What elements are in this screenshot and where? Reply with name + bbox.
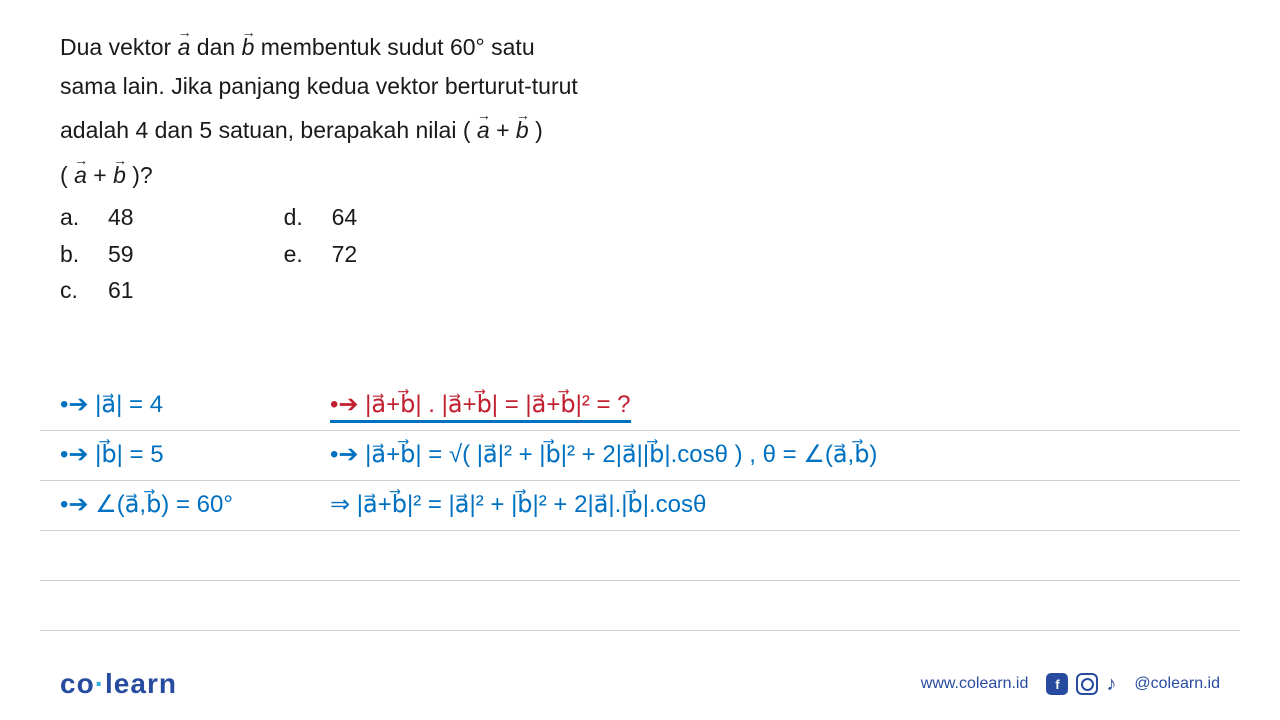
options-right: d. 64 e. 72 bbox=[284, 200, 358, 308]
opt-value: 64 bbox=[332, 200, 358, 235]
footer-url: www.colearn.id bbox=[921, 675, 1029, 693]
work-line-3: ⇒ |a⃗+b⃗|² = |a⃗|² + |b⃗|² + 2|a⃗|.|b⃗|.… bbox=[330, 490, 706, 519]
rule-line bbox=[40, 530, 1240, 531]
rule-line bbox=[40, 430, 1240, 431]
opt-letter: d. bbox=[284, 200, 308, 235]
question-line-2: sama lain. Jika panjang kedua vektor ber… bbox=[60, 69, 1220, 104]
given-a: •➔ |a⃗| = 4 bbox=[60, 390, 163, 419]
footer: co·learn www.colearn.id f ♪ @colearn.id bbox=[0, 668, 1280, 700]
vector-b: b bbox=[113, 158, 126, 193]
option-c: c. 61 bbox=[60, 273, 134, 308]
opt-value: 72 bbox=[332, 237, 358, 272]
text: + bbox=[496, 117, 516, 143]
question-line-4: ( a + b )? bbox=[60, 158, 1220, 193]
logo-learn: learn bbox=[105, 668, 177, 699]
opt-letter: b. bbox=[60, 237, 84, 272]
question-line-1: Dua vektor a dan b membentuk sudut 60° s… bbox=[60, 30, 1220, 65]
text: + bbox=[93, 162, 113, 188]
question-line-3: adalah 4 dan 5 satuan, berapakah nilai (… bbox=[60, 113, 1220, 148]
text: dan bbox=[197, 34, 242, 60]
rule-line bbox=[40, 630, 1240, 631]
footer-handle: @colearn.id bbox=[1134, 675, 1220, 693]
options-left: a. 48 b. 59 c. 61 bbox=[60, 200, 134, 308]
given-b: •➔ |b⃗| = 5 bbox=[60, 440, 164, 469]
vector-b: b bbox=[516, 113, 529, 148]
vector-b: b bbox=[242, 30, 255, 65]
opt-letter: c. bbox=[60, 273, 84, 308]
logo-dot: · bbox=[95, 668, 105, 699]
option-b: b. 59 bbox=[60, 237, 134, 272]
given-angle: •➔ ∠(a⃗,b⃗) = 60° bbox=[60, 490, 233, 519]
work-line-1: •➔ |a⃗+b⃗| . |a⃗+b⃗| = |a⃗+b⃗|² = ? bbox=[330, 390, 631, 419]
instagram-icon bbox=[1076, 673, 1098, 695]
logo-co: co bbox=[60, 668, 95, 699]
vector-a: a bbox=[74, 158, 87, 193]
text: ) bbox=[535, 117, 543, 143]
work-text: •➔ |a⃗+b⃗| . |a⃗+b⃗| = |a⃗+b⃗|² = ? bbox=[330, 391, 631, 423]
text: )? bbox=[132, 162, 152, 188]
option-a: a. 48 bbox=[60, 200, 134, 235]
opt-value: 61 bbox=[108, 273, 134, 308]
facebook-icon: f bbox=[1046, 673, 1068, 695]
text: ( bbox=[60, 162, 74, 188]
opt-letter: e. bbox=[284, 237, 308, 272]
text: membentuk sudut 60° satu bbox=[261, 34, 535, 60]
handwriting-block: •➔ |a⃗| = 4 •➔ |b⃗| = 5 •➔ ∠(a⃗,b⃗) = 60… bbox=[0, 380, 1280, 640]
vector-a: a bbox=[477, 113, 490, 148]
rule-line bbox=[40, 580, 1240, 581]
vector-a: a bbox=[178, 30, 191, 65]
tiktok-icon: ♪ bbox=[1106, 673, 1116, 696]
work-line-2: •➔ |a⃗+b⃗| = √( |a⃗|² + |b⃗|² + 2|a⃗||b⃗… bbox=[330, 440, 877, 469]
footer-right: www.colearn.id f ♪ @colearn.id bbox=[921, 673, 1220, 696]
options-grid: a. 48 b. 59 c. 61 d. 64 e. 72 bbox=[60, 200, 1220, 308]
option-d: d. 64 bbox=[284, 200, 358, 235]
rule-line bbox=[40, 480, 1240, 481]
opt-letter: a. bbox=[60, 200, 84, 235]
option-e: e. 72 bbox=[284, 237, 358, 272]
opt-value: 59 bbox=[108, 237, 134, 272]
question-block: Dua vektor a dan b membentuk sudut 60° s… bbox=[0, 0, 1280, 318]
text: Dua vektor bbox=[60, 34, 178, 60]
brand-logo: co·learn bbox=[60, 668, 177, 700]
opt-value: 48 bbox=[108, 200, 134, 235]
social-icons: f ♪ bbox=[1046, 673, 1116, 696]
text: adalah 4 dan 5 satuan, berapakah nilai ( bbox=[60, 117, 477, 143]
